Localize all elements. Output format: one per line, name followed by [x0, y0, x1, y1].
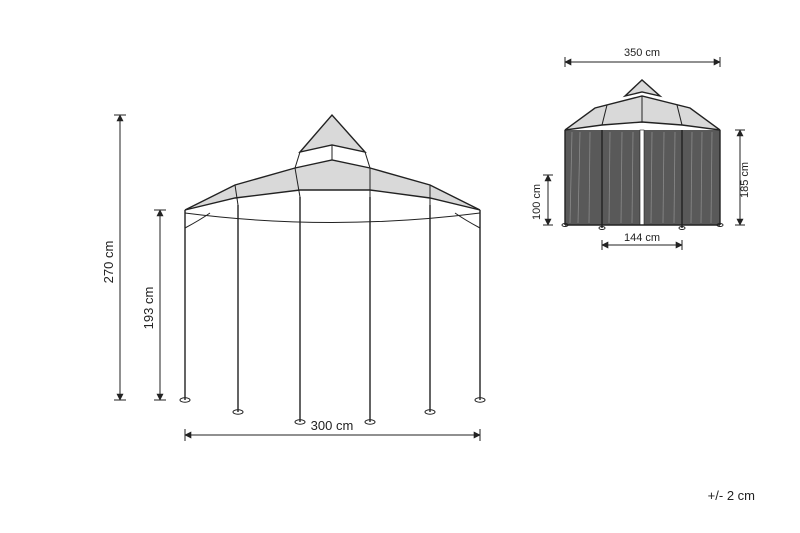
dim-main-width-label: 300 cm	[311, 418, 354, 433]
small-gazebo-drawing: 350 cm 185 cm 100 cm 144 cm	[531, 47, 751, 250]
dim-small-mid-height-label: 100 cm	[531, 184, 543, 220]
main-posts	[180, 197, 485, 424]
main-roof-lower	[185, 160, 480, 210]
dim-small-overall-width-label: 350 cm	[624, 47, 660, 59]
main-eave-front	[185, 213, 480, 223]
dim-main-clear-height-label: 193 cm	[141, 287, 156, 330]
tolerance-note: +/- 2 cm	[708, 488, 755, 503]
dim-main-total-height: 270 cm	[101, 115, 126, 400]
dim-main-clear-height: 193 cm	[141, 210, 166, 400]
dim-small-side-height-label: 185 cm	[739, 162, 751, 198]
dim-main-width: 300 cm	[185, 418, 480, 441]
small-roof-cap	[625, 80, 660, 96]
dim-small-side-height: 185 cm	[735, 130, 751, 225]
dim-small-overall-width: 350 cm	[565, 47, 720, 67]
dim-small-mid-height: 100 cm	[531, 175, 553, 225]
curtain-panels	[565, 130, 720, 225]
dim-small-panel-width: 144 cm	[602, 232, 682, 250]
main-gazebo-drawing: 270 cm 193 cm 300 cm	[101, 115, 485, 441]
dim-main-total-height-label: 270 cm	[101, 241, 116, 284]
dim-small-panel-width-label: 144 cm	[624, 232, 660, 244]
